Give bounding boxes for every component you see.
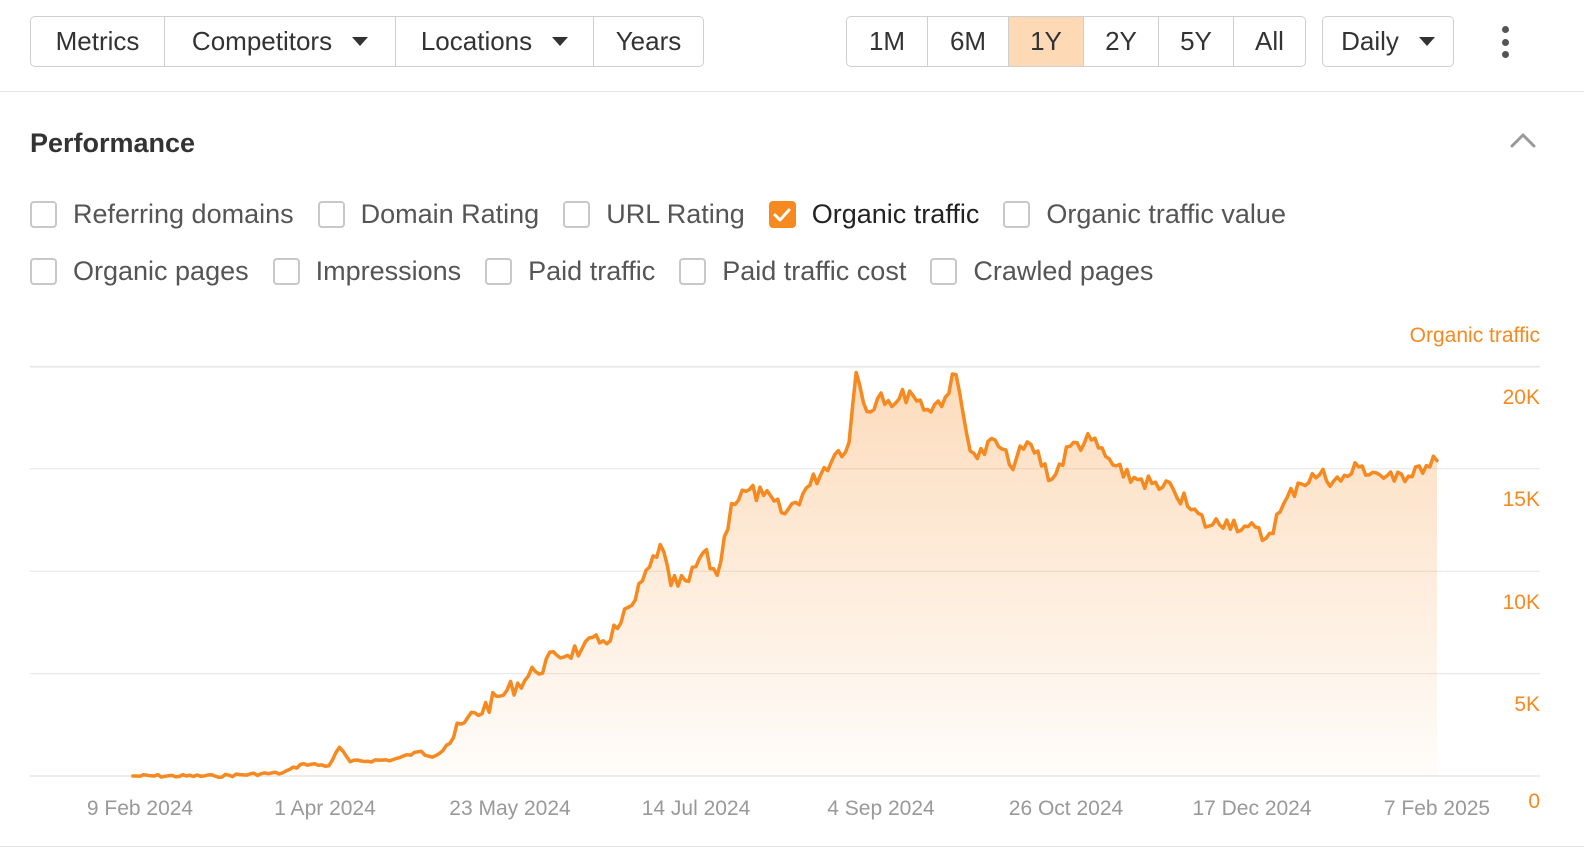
range-all-label: All [1255, 26, 1284, 56]
checkbox[interactable] [563, 201, 591, 228]
metric-organic-traffic-value[interactable]: Organic traffic value [1003, 199, 1286, 230]
more-options-icon[interactable] [1497, 26, 1513, 58]
organic-traffic-line [131, 370, 1439, 779]
x-tick-label: 14 Jul 2024 [642, 797, 751, 820]
date-range-group: 1M 6M 1Y 2Y 5Y All [846, 16, 1306, 67]
checkbox[interactable] [272, 258, 300, 285]
x-tick-label: 26 Oct 2024 [1009, 797, 1124, 820]
y-tick-label: 20K [1503, 386, 1540, 409]
checkbox[interactable] [1003, 201, 1031, 228]
toolbar: Metrics Competitors Locations Years 1M 6… [0, 0, 1584, 92]
metric-organic-pages[interactable]: Organic pages [30, 256, 249, 287]
competitors-dropdown[interactable]: Competitors [165, 17, 396, 66]
x-tick-label: 23 May 2024 [449, 797, 571, 820]
metric-organic-traffic[interactable]: Organic traffic [768, 199, 980, 230]
x-tick-label: 9 Feb 2024 [87, 797, 194, 820]
years-tab-label: Years [615, 26, 682, 56]
metric-label: Crawled pages [973, 256, 1154, 286]
range-2y-button[interactable]: 2Y [1084, 17, 1159, 66]
metrics-row-1: Referring domains Domain Rating URL Rati… [30, 199, 1310, 230]
metric-domain-rating[interactable]: Domain Rating [317, 199, 540, 230]
metric-label: Organic pages [73, 256, 249, 286]
checkbox[interactable] [485, 258, 513, 285]
chevron-up-icon[interactable] [1508, 130, 1538, 150]
interval-dropdown[interactable]: Daily [1323, 17, 1453, 66]
range-5y-label: 5Y [1180, 26, 1212, 56]
metric-impressions[interactable]: Impressions [272, 256, 462, 287]
view-mode-group: Metrics Competitors Locations Years [30, 16, 704, 67]
checkmark-icon [773, 208, 791, 221]
metric-url-rating[interactable]: URL Rating [563, 199, 745, 230]
range-6m-button[interactable]: 6M [928, 17, 1009, 66]
locations-label: Locations [420, 26, 533, 56]
interval-label: Daily [1341, 26, 1399, 56]
metric-label: Domain Rating [360, 199, 540, 229]
checkbox-checked[interactable] [768, 201, 796, 228]
organic-traffic-area [132, 372, 1437, 778]
metric-label: Paid traffic cost [722, 256, 907, 286]
years-tab[interactable]: Years [594, 17, 703, 66]
metric-paid-traffic-cost[interactable]: Paid traffic cost [679, 256, 906, 287]
metric-crawled-pages[interactable]: Crawled pages [930, 256, 1153, 287]
checkbox[interactable] [30, 258, 57, 285]
range-5y-button[interactable]: 5Y [1159, 17, 1234, 66]
range-6m-label: 6M [949, 26, 987, 56]
competitors-label: Competitors [191, 26, 333, 56]
y-tick-label: 15K [1503, 488, 1540, 511]
metric-paid-traffic[interactable]: Paid traffic [485, 256, 655, 287]
metric-label: Impressions [315, 256, 462, 286]
metrics-tab-label: Metrics [55, 26, 140, 56]
range-2y-label: 2Y [1105, 26, 1137, 56]
range-1y-button[interactable]: 1Y [1009, 17, 1084, 66]
x-tick-label: 1 Apr 2024 [274, 797, 376, 820]
caret-down-icon [352, 37, 369, 46]
checkbox[interactable] [930, 258, 958, 285]
series-legend-label: Organic traffic [1410, 324, 1540, 347]
checkbox[interactable] [317, 201, 345, 228]
locations-dropdown[interactable]: Locations [396, 17, 594, 66]
metric-label: Organic traffic value [1046, 199, 1286, 229]
divider [0, 846, 1584, 847]
metric-referring-domains[interactable]: Referring domains [30, 199, 294, 230]
metrics-row-2: Organic pages Impressions Paid traffic P… [30, 256, 1177, 287]
y-tick-label: 0 [1528, 790, 1540, 813]
x-tick-label: 7 Feb 2025 [1384, 797, 1490, 820]
metric-label: Organic traffic [811, 199, 980, 229]
y-tick-label: 5K [1514, 693, 1540, 716]
range-1m-label: 1M [868, 26, 906, 56]
y-tick-label: 10K [1503, 591, 1540, 614]
x-tick-label: 17 Dec 2024 [1192, 797, 1311, 820]
range-1y-label: 1Y [1030, 26, 1062, 56]
range-all-button[interactable]: All [1234, 17, 1305, 66]
metric-label: Referring domains [73, 199, 294, 229]
x-tick-label: 4 Sep 2024 [827, 797, 935, 820]
checkbox[interactable] [679, 258, 707, 285]
interval-group: Daily [1322, 16, 1454, 67]
caret-down-icon [552, 37, 569, 46]
checkbox[interactable] [30, 201, 57, 228]
metric-label: URL Rating [606, 199, 745, 229]
caret-down-icon [1418, 37, 1435, 46]
organic-traffic-chart[interactable]: Organic traffic 0 5K 10K 15K 20K 9 Feb 2024 1… [0, 300, 1584, 840]
metric-label: Paid traffic [528, 256, 656, 286]
range-1m-button[interactable]: 1M [847, 17, 928, 66]
section-title: Performance [30, 128, 196, 158]
metrics-tab[interactable]: Metrics [31, 17, 165, 66]
